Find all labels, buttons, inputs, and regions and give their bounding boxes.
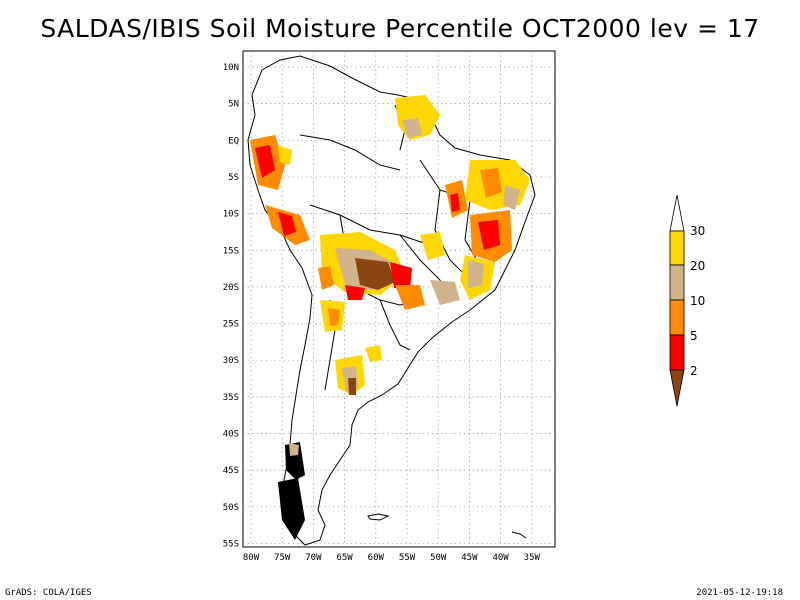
patch-5-10 — [480, 168, 502, 198]
patch-2-5 — [255, 145, 275, 178]
latitude-tick-label: 35S — [223, 393, 239, 403]
longitude-tick-label: 75W — [274, 553, 291, 563]
latitude-tick-label: 10N — [223, 63, 239, 73]
longitude-tick-label: 65W — [336, 553, 353, 563]
patch-10-20 — [289, 443, 299, 456]
longitude-tick-label: 45W — [461, 553, 478, 563]
colorbar-below-2 — [669, 369, 685, 407]
colorbar-20-30 — [669, 230, 685, 266]
latitude-axis: 10N 5N EQ 5S 10S 15S 20S 25S 30S 35S 40S 45S 50S 55S — [223, 63, 239, 549]
latitude-tick-label: EQ — [228, 136, 239, 146]
colorbar: 30 20 10 5 2 — [669, 194, 705, 407]
colorbar-label: 20 — [690, 259, 705, 273]
longitude-tick-label: 40W — [492, 553, 509, 563]
latitude-tick-label: 30S — [223, 356, 239, 366]
patch-20-30 — [278, 145, 292, 165]
map-title: SALDAS/IBIS Soil Moisture Percentile OCT… — [40, 14, 760, 43]
patch-10-20 — [430, 280, 460, 305]
patch-below-2 — [348, 378, 356, 395]
patch-2-5 — [478, 220, 500, 250]
colorbar-label: 30 — [690, 224, 705, 238]
patch-5-10 — [328, 308, 340, 326]
colorbar-above-30 — [669, 194, 685, 232]
latitude-tick-label: 40S — [223, 430, 239, 440]
latitude-tick-label: 55S — [223, 539, 239, 549]
south-america-coastline — [247, 55, 536, 546]
fjord-detail — [278, 478, 305, 540]
longitude-axis: 80W 75W 70W 65W 60W 55W 50W 45W 40W 35W — [243, 553, 541, 563]
falklands — [367, 513, 390, 521]
patch-2-5 — [390, 262, 412, 290]
state-border — [464, 199, 481, 266]
latitude-tick-label: 45S — [223, 466, 239, 476]
soil-moisture-field — [250, 95, 530, 540]
patch-2-5 — [345, 285, 365, 300]
colorbar-label: 2 — [690, 364, 698, 378]
patch-10-20 — [468, 260, 484, 288]
latitude-tick-label: 50S — [223, 503, 239, 513]
longitude-tick-label: 70W — [305, 553, 322, 563]
island — [511, 531, 527, 539]
longitude-tick-label: 50W — [430, 553, 447, 563]
patch-20-30 — [365, 345, 382, 362]
patch-2-5 — [450, 193, 460, 212]
country-border — [379, 299, 411, 351]
longitude-tick-label: 35W — [524, 553, 541, 563]
colorbar-5-10 — [669, 299, 685, 336]
latitude-tick-label: 10S — [223, 210, 239, 220]
colorbar-10-20 — [669, 264, 685, 301]
footer-timestamp: 2021-05-12-19:18 — [696, 588, 783, 598]
footer-credit: GrADS: COLA/IGES — [5, 588, 92, 598]
latitude-tick-label: 20S — [223, 283, 239, 293]
country-border — [299, 134, 401, 171]
longitude-tick-label: 80W — [243, 553, 260, 563]
colorbar-2-5 — [669, 334, 685, 371]
patch-5-10 — [395, 285, 425, 310]
colorbar-label: 10 — [690, 294, 705, 308]
patch-10-20 — [402, 118, 422, 138]
country-border — [309, 204, 431, 246]
patch-below-2 — [355, 258, 395, 290]
colorbar-label: 5 — [690, 329, 698, 343]
patch-20-30 — [420, 232, 445, 260]
latitude-tick-label: 15S — [223, 246, 239, 256]
longitude-tick-label: 60W — [368, 553, 385, 563]
latitude-tick-label: 5N — [228, 100, 239, 110]
latitude-tick-label: 25S — [223, 320, 239, 330]
patch-2-5 — [278, 212, 296, 236]
longitude-tick-label: 55W — [399, 553, 416, 563]
patch-5-10 — [318, 266, 334, 290]
patch-10-20 — [503, 185, 520, 210]
latitude-tick-label: 5S — [228, 173, 239, 183]
